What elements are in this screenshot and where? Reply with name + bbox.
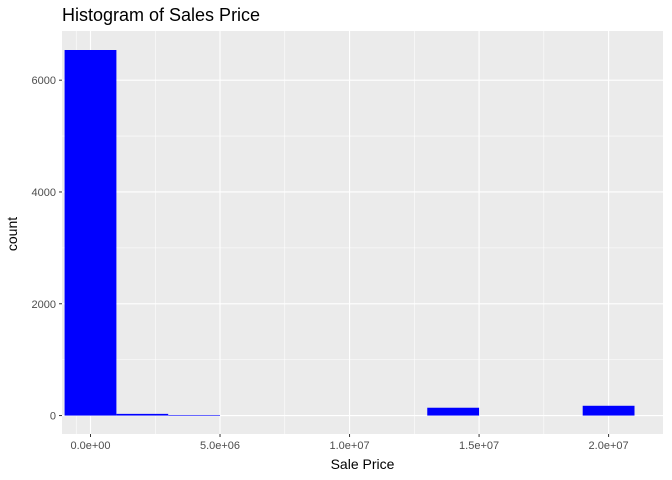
y-axis-title: count	[4, 217, 20, 251]
y-tick-label: 6000	[32, 75, 56, 87]
histogram-bar	[64, 50, 117, 416]
x-tick-label: 1.5e+07	[459, 440, 499, 452]
y-tick-label: 2000	[32, 299, 56, 311]
histogram-bar	[116, 413, 169, 416]
x-axis: 0.0e+00 5.0e+06 1.0e+07 1.5e+07 2.0e+07	[70, 434, 629, 452]
histogram-bar	[168, 414, 221, 416]
y-tick-label: 4000	[32, 187, 56, 199]
x-tick-label: 2.0e+07	[589, 440, 629, 452]
histogram-bar	[582, 405, 635, 416]
plot-panel	[62, 31, 663, 434]
chart-title: Histogram of Sales Price	[62, 5, 260, 25]
x-tick-label: 0.0e+00	[70, 440, 110, 452]
x-axis-title: Sale Price	[331, 456, 395, 472]
y-tick-label: 0	[50, 411, 56, 423]
x-tick-label: 5.0e+06	[200, 440, 240, 452]
x-tick-label: 1.0e+07	[330, 440, 370, 452]
histogram-bars	[64, 50, 635, 416]
histogram-bar	[427, 407, 480, 416]
y-axis: 0 2000 4000 6000	[32, 75, 62, 423]
